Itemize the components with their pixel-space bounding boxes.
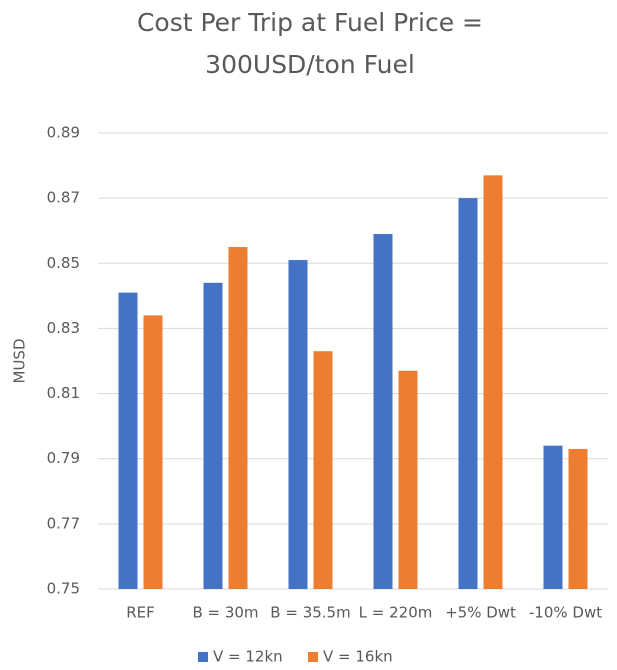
bar <box>398 370 418 589</box>
bar <box>203 282 223 589</box>
y-tick-label: 0.75 <box>47 580 80 598</box>
x-tick-label: B = 30m <box>192 604 258 622</box>
bar <box>313 351 333 589</box>
legend-label: V = 16kn <box>323 648 393 666</box>
x-tick-label: B = 35.5m <box>270 604 350 622</box>
bar <box>483 175 503 590</box>
bar <box>288 260 308 589</box>
legend-label: V = 12kn <box>213 648 283 666</box>
bar <box>543 445 563 589</box>
legend-swatch <box>308 652 318 662</box>
x-tick-label: L = 220m <box>359 604 433 622</box>
y-tick-label: 0.85 <box>47 254 80 272</box>
legend-swatch <box>198 652 208 662</box>
x-tick-label: +5% Dwt <box>445 604 516 622</box>
y-tick-label: 0.87 <box>47 189 80 207</box>
y-tick-label: 0.79 <box>47 449 80 467</box>
bar <box>143 315 163 589</box>
x-tick-label: -10% Dwt <box>529 604 602 622</box>
x-tick-label: REF <box>126 604 155 622</box>
y-axis-label: MUSD <box>11 339 29 384</box>
y-tick-label: 0.89 <box>47 124 80 142</box>
y-tick-label: 0.77 <box>47 514 80 532</box>
bar <box>118 292 138 589</box>
y-tick-label: 0.81 <box>47 384 80 402</box>
bar <box>228 247 248 589</box>
y-tick-label: 0.83 <box>47 319 80 337</box>
bar <box>373 233 393 589</box>
bar <box>568 448 588 589</box>
bar <box>458 198 478 589</box>
chart-title: Cost Per Trip at Fuel Price = 300USD/ton… <box>136 8 484 79</box>
